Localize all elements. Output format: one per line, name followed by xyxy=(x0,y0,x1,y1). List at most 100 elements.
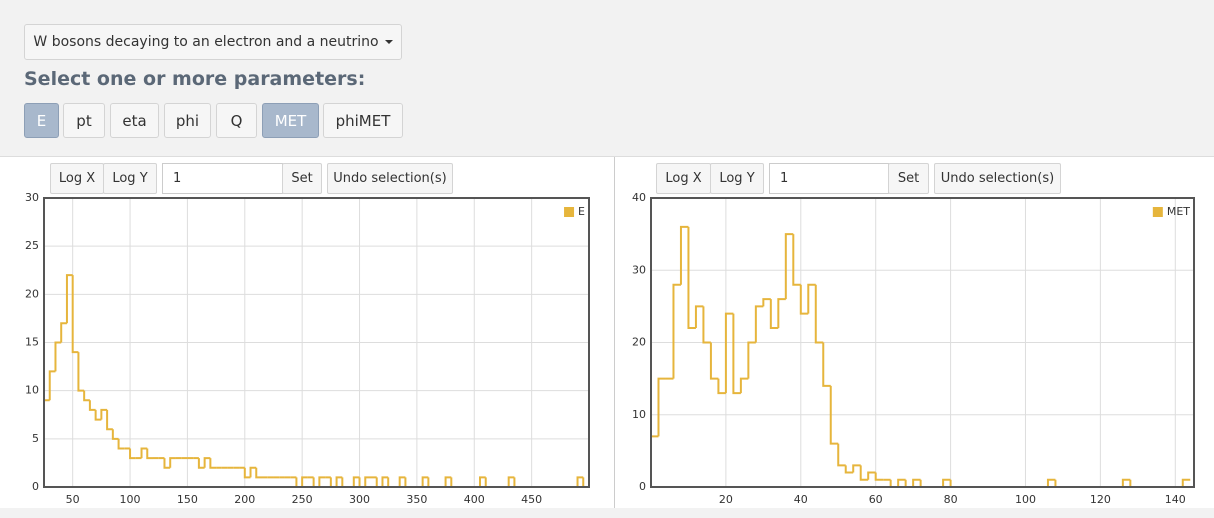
x-tick-label: 300 xyxy=(349,493,370,506)
histogram-bin xyxy=(404,477,412,488)
x-tick-label: 200 xyxy=(234,493,255,506)
histogram-bin xyxy=(65,274,73,324)
parameter-button[interactable]: MET xyxy=(262,103,319,138)
histogram-bin xyxy=(650,435,659,487)
histogram-bin xyxy=(100,408,108,420)
histogram-bin xyxy=(687,226,696,330)
histogram-bin xyxy=(867,471,876,480)
y-tick-label: 10 xyxy=(25,384,39,397)
x-tick-label: 20 xyxy=(719,493,733,506)
histogram-bin xyxy=(792,234,801,286)
histogram-bin xyxy=(1046,478,1056,487)
set-button[interactable]: Set xyxy=(282,163,322,194)
histogram-bin xyxy=(837,443,846,467)
x-tick-label: 120 xyxy=(1090,493,1111,506)
histogram-bin xyxy=(897,478,906,487)
parameter-button[interactable]: E xyxy=(24,103,59,138)
y-tick-label: 30 xyxy=(632,263,646,276)
parameter-button[interactable]: Q xyxy=(216,103,257,138)
histogram-bin xyxy=(479,476,486,487)
histogram-bin xyxy=(71,275,79,354)
histogram-bin xyxy=(450,477,458,488)
histogram-bin xyxy=(88,400,96,411)
y-tick-label: 0 xyxy=(639,480,646,493)
histogram-bin xyxy=(209,458,217,469)
log-y-button[interactable]: Log Y xyxy=(103,163,157,194)
x-tick-label: 40 xyxy=(794,493,808,506)
y-tick-label: 10 xyxy=(632,408,646,421)
histogram-bin xyxy=(318,476,326,487)
histogram-bin xyxy=(822,342,831,387)
histogram-bin xyxy=(829,385,839,445)
histogram-bin xyxy=(784,233,794,300)
histogram-bin xyxy=(762,298,771,307)
x-tick-label: 450 xyxy=(521,493,542,506)
histogram-bin xyxy=(732,313,741,395)
histogram-bin xyxy=(387,477,394,488)
histogram-bin xyxy=(513,477,521,488)
histogram-bin xyxy=(709,342,719,380)
legend-swatch xyxy=(564,207,575,217)
histogram-bin xyxy=(754,305,764,343)
histogram-bin xyxy=(352,476,360,487)
legend-swatch xyxy=(1152,207,1163,217)
parameter-button[interactable]: phiMET xyxy=(323,103,403,138)
histogram-bin xyxy=(106,409,113,431)
histogram-bin xyxy=(111,429,119,440)
histogram-bin xyxy=(43,399,50,487)
histogram-bin xyxy=(576,476,584,487)
y-tick-label: 20 xyxy=(632,336,646,349)
x-tick-label: 100 xyxy=(1015,493,1036,506)
histogram-bin xyxy=(146,448,153,460)
histogram-bin xyxy=(949,479,959,488)
histogram-bin xyxy=(889,479,899,488)
log-x-button[interactable]: Log X xyxy=(656,163,711,194)
set-button[interactable]: Set xyxy=(888,163,929,194)
y-tick-label: 40 xyxy=(632,191,646,204)
histogram-bin xyxy=(724,312,734,394)
plot-frame xyxy=(650,197,1195,488)
histogram-bin xyxy=(83,390,90,402)
histogram-bin xyxy=(381,476,389,487)
histogram-bin xyxy=(163,458,171,469)
legend-label: E xyxy=(578,205,585,218)
histogram-bin xyxy=(364,476,371,487)
x-tick-label: 50 xyxy=(66,493,80,506)
undo-button[interactable]: Undo selection(s) xyxy=(934,163,1061,194)
histogram-bin xyxy=(807,283,816,314)
histogram-bin xyxy=(852,464,861,473)
bin-input[interactable]: 1 xyxy=(162,163,283,194)
histogram-bin xyxy=(672,283,681,379)
dataset-dropdown[interactable]: W bosons decaying to an electron and a n… xyxy=(24,24,402,60)
y-tick-label: 30 xyxy=(25,191,39,204)
prompt: Select one or more parameters: xyxy=(24,68,366,90)
histogram-bin xyxy=(657,377,666,437)
y-tick-label: 20 xyxy=(25,287,39,300)
histogram-bin xyxy=(255,467,262,479)
histogram-bin xyxy=(814,284,824,344)
divider xyxy=(614,157,615,508)
x-tick-label: 60 xyxy=(869,493,883,506)
log-x-button[interactable]: Log X xyxy=(50,163,104,194)
histogram-bin xyxy=(444,476,452,487)
y-tick-label: 15 xyxy=(25,336,39,349)
legend-label: MET xyxy=(1167,205,1190,218)
histogram-bin xyxy=(341,477,349,488)
undo-button[interactable]: Undo selection(s) xyxy=(327,163,453,194)
histogram-bin xyxy=(942,478,951,487)
histogram-bin xyxy=(249,466,257,478)
x-tick-label: 80 xyxy=(944,493,958,506)
parameter-button[interactable]: phi xyxy=(164,103,211,138)
histogram-bin xyxy=(203,457,211,468)
bin-input[interactable]: 1 xyxy=(769,163,889,194)
histogram-bin xyxy=(702,306,711,344)
histogram-bin xyxy=(197,458,205,469)
parameter-button[interactable]: eta xyxy=(110,103,159,138)
parameter-button[interactable]: pt xyxy=(63,103,105,138)
x-tick-label: 100 xyxy=(120,493,141,506)
x-tick-label: 140 xyxy=(1165,493,1186,506)
log-y-button[interactable]: Log Y xyxy=(710,163,764,194)
histogram-bin xyxy=(1121,478,1131,487)
histogram-bin xyxy=(94,409,102,421)
